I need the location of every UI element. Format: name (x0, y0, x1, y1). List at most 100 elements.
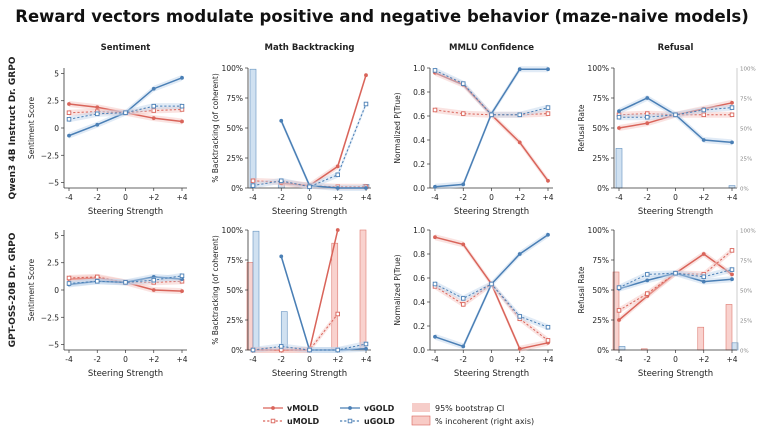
data-point (432, 281, 438, 287)
data-point (616, 114, 622, 120)
x-axis-label: Steering Strength (88, 207, 163, 217)
data-point (94, 274, 100, 280)
y2-tick-label: 50% (740, 289, 752, 295)
data-point (279, 178, 284, 184)
x-axis-label: Steering Strength (638, 207, 713, 217)
x-tick-label: +4 (176, 355, 187, 364)
ci-band (435, 66, 548, 190)
data-point (729, 267, 735, 272)
data-point (151, 103, 156, 109)
panel-0-2: 1.0 0.8 0.6 0.4 0.2 0.0 -4 -2 0 +2 +4 MMLU Confiden… (393, 43, 554, 217)
data-point (179, 103, 185, 109)
y-tick-label: 5 (54, 231, 59, 240)
panel-0-1: 100% 75% 50% 25% 0% -4 -2 0 +2 +4 Math Backtrackin… (211, 43, 372, 217)
y2-tick-label: 75% (740, 259, 752, 265)
panel-1-3: 100% 75% 50% 25% 0% -4 -2 0 +2 +4 100% 75% 50% 25% 0%%… (577, 226, 765, 379)
panels: 5 2.5 0 −2.5 −5 -4 -2 0 +2 +4 Sentiment Sentiment S… (8, 43, 765, 379)
data-point (701, 252, 706, 256)
x-tick-label: +4 (542, 355, 553, 364)
y2-tick-label: 75% (740, 97, 752, 103)
incoherent-bar (331, 242, 339, 351)
incoherent-gold-bar (252, 230, 260, 351)
series-line (280, 256, 367, 351)
x-tick-label: 0 (123, 355, 128, 364)
column-title: Refusal (658, 43, 694, 53)
x-tick-label: 0 (489, 193, 494, 202)
panel-0-3: 100% 75% 50% 25% 0% -4 -2 0 +2 +4 100% 75% 50% 25% 0%%… (577, 43, 765, 217)
panel-0-0: 5 2.5 0 −2.5 −5 -4 -2 0 +2 +4 Sentiment Sentiment S… (27, 43, 188, 217)
x-tick-label: +4 (360, 193, 371, 202)
x-tick-label: +4 (360, 355, 371, 364)
x-tick-label: +4 (176, 193, 187, 202)
y-tick-label: 100% (222, 226, 243, 235)
data-point (151, 277, 156, 283)
series-line (434, 68, 548, 188)
data-point (461, 242, 466, 247)
series-line (281, 74, 367, 187)
ci-band (281, 72, 366, 189)
data-point (432, 107, 438, 113)
data-point (645, 96, 650, 100)
data-point (66, 117, 72, 122)
ci-band (253, 311, 338, 353)
y2-tick-label: 100% (740, 67, 756, 73)
data-point (517, 346, 522, 351)
data-point (335, 164, 340, 169)
data-point (673, 112, 678, 118)
data-point (517, 112, 523, 118)
y-tick-label: 5 (54, 69, 59, 78)
legend-label: uMOLD (287, 417, 320, 426)
data-point (730, 277, 734, 282)
data-point (461, 81, 466, 86)
data-point (94, 279, 100, 284)
data-point (617, 126, 621, 130)
x-axis-label: Steering Strength (272, 207, 347, 217)
data-point (279, 254, 284, 259)
x-tick-label: -2 (460, 193, 468, 202)
ci-band (435, 69, 548, 184)
data-point (461, 182, 466, 187)
data-point (151, 116, 156, 121)
data-point (307, 184, 312, 190)
data-point (517, 252, 522, 256)
data-point (67, 133, 71, 138)
y-tick-label: 0.8 (413, 88, 425, 97)
data-point (66, 110, 72, 115)
legend-marker (270, 418, 276, 424)
data-point (66, 275, 72, 281)
data-point (123, 110, 128, 115)
y-tick-label: 2.5 (47, 97, 59, 106)
x-tick-label: 0 (673, 193, 678, 202)
data-point (279, 118, 284, 123)
ci-band (281, 253, 366, 353)
data-point (180, 277, 184, 281)
y-tick-label: 0 (54, 124, 59, 133)
figure-title: Reward vectors modulate positive and neg… (15, 7, 749, 26)
data-point (66, 281, 72, 286)
x-tick-label: 0 (673, 355, 678, 364)
data-point (67, 102, 71, 106)
data-point (545, 338, 551, 343)
legend-label: 95% bootstrap CI (435, 404, 504, 413)
y-tick-label: 1.0 (413, 64, 425, 73)
x-tick-label: 0 (307, 193, 312, 202)
y2-tick-label: 0% (740, 187, 749, 193)
x-tick-label: -2 (94, 355, 102, 364)
y-tick-label: 2.5 (47, 259, 59, 268)
data-point (645, 114, 650, 120)
y-axis-label: Normalized P(True) (393, 254, 402, 325)
panel-1-2: 1.0 0.8 0.6 0.4 0.2 0.0 -4 -2 0 +2 +4 Normalized P(… (393, 226, 554, 379)
data-point (335, 186, 340, 190)
data-point (250, 178, 256, 184)
data-point (701, 107, 707, 113)
y-tick-label: 75% (226, 94, 243, 103)
y2-tick-label: 25% (740, 157, 752, 163)
data-point (364, 186, 368, 190)
y2-tick-label: 0% (740, 349, 749, 355)
legend-marker (348, 406, 352, 410)
x-tick-label: 0 (307, 355, 312, 364)
incoherent-bar (359, 229, 367, 351)
data-point (645, 272, 650, 277)
data-point (517, 314, 523, 319)
data-point (546, 178, 550, 183)
